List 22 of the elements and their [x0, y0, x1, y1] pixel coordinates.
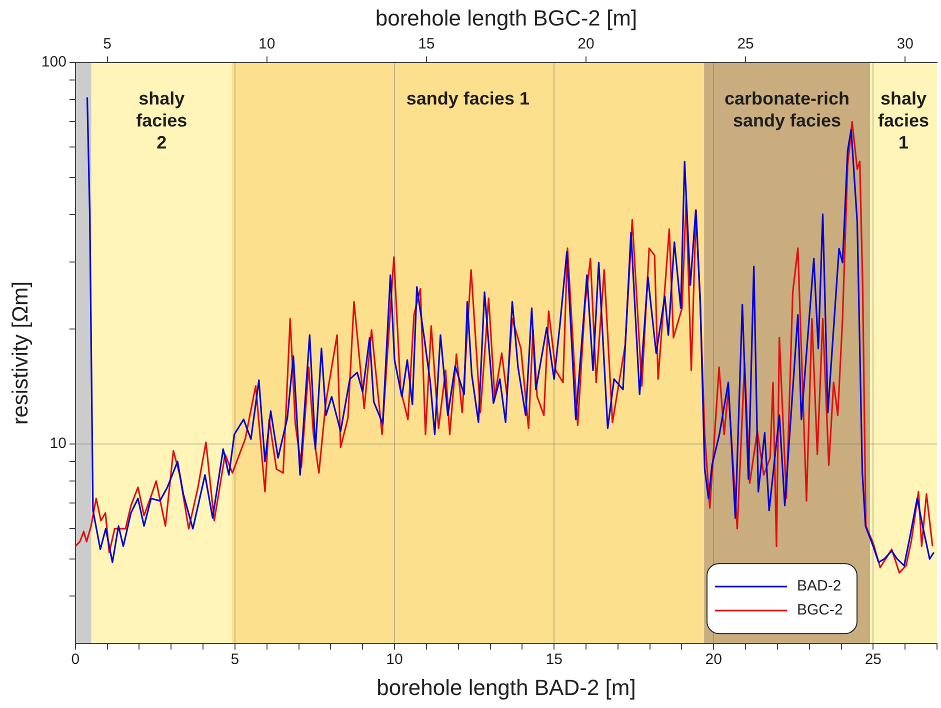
x-tick-label: 10 — [386, 651, 403, 668]
band-label: shaly facies 2 — [136, 88, 188, 152]
x-axis-title: borehole length BAD-2 [m] — [376, 674, 636, 700]
band-label: sandy facies 1 — [406, 88, 530, 108]
y-axis-title: resistivity [Ωm] — [7, 281, 32, 425]
band-label: shaly facies 1 — [878, 88, 930, 152]
x-tick-label: 5 — [230, 651, 240, 668]
x2-tick-label: 25 — [737, 36, 754, 53]
y-tick-label: 100 — [41, 54, 66, 71]
x2-tick-label: 30 — [896, 36, 914, 53]
x-tick-label: 20 — [705, 651, 722, 668]
x-tick-label: 15 — [546, 651, 562, 668]
x2-tick-label: 10 — [258, 36, 276, 53]
x-tick-label: 0 — [71, 651, 80, 668]
x2-tick-label: 15 — [418, 36, 435, 53]
band-label: carbonate-rich sandy facies — [724, 88, 850, 130]
x2-axis-title: borehole length BGC-2 [m] — [375, 5, 638, 30]
x2-tick-label: 20 — [578, 36, 594, 53]
legend-label: BAD-2 — [797, 578, 842, 595]
x2-tick-label: 5 — [103, 36, 112, 53]
legend-label: BGC-2 — [797, 602, 843, 619]
x-tick-label: 25 — [864, 651, 882, 668]
